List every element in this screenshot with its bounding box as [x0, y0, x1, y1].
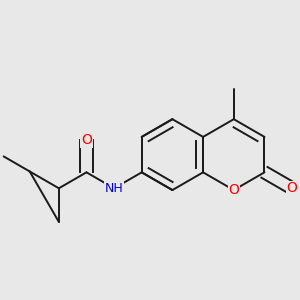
Text: NH: NH [105, 182, 124, 195]
Text: O: O [286, 181, 298, 195]
Text: O: O [228, 183, 239, 197]
Text: O: O [81, 134, 92, 147]
